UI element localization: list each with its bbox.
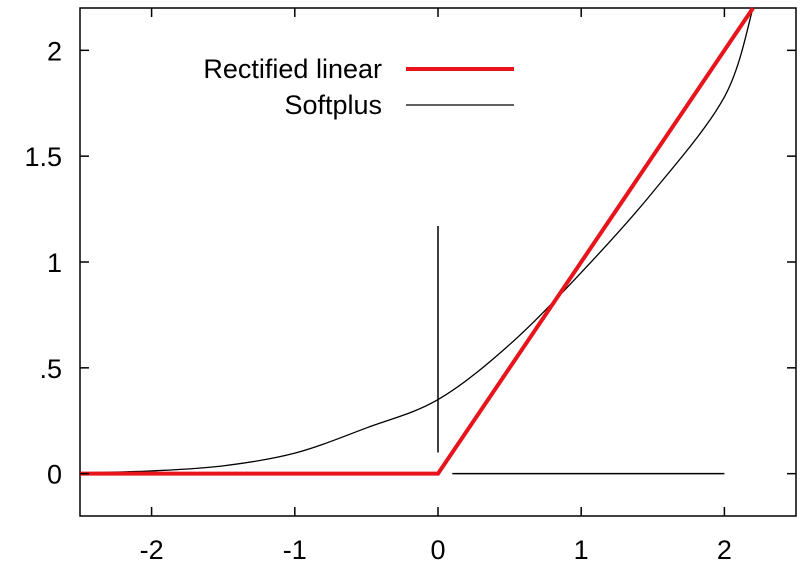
series-line-softplus (79, 7, 754, 474)
annotations (437, 226, 725, 475)
x-axis: -2 -1 0 1 2 (140, 8, 732, 565)
legend-label-softplus: Softplus (284, 90, 382, 120)
series-line-rectified-linear (80, 6, 755, 476)
legend-label-rectified-linear: Rectified linear (203, 54, 382, 84)
series-layer (79, 6, 755, 476)
y-tick-label: 1 (47, 248, 62, 278)
y-tick-label: .5 (39, 354, 62, 384)
y-tick-label: 0 (47, 460, 62, 490)
legend: Rectified linear Softplus (203, 54, 514, 120)
x-tick-label: 0 (430, 535, 445, 565)
x-tick-label: 2 (717, 535, 732, 565)
x-tick-label: -1 (283, 535, 307, 565)
y-tick-label: 1.5 (24, 142, 62, 172)
x-tick-label: 1 (574, 535, 589, 565)
y-axis: 0 .5 1 1.5 2 (24, 36, 796, 490)
x-tick-label: -2 (140, 535, 164, 565)
y-tick-label: 2 (47, 36, 62, 66)
